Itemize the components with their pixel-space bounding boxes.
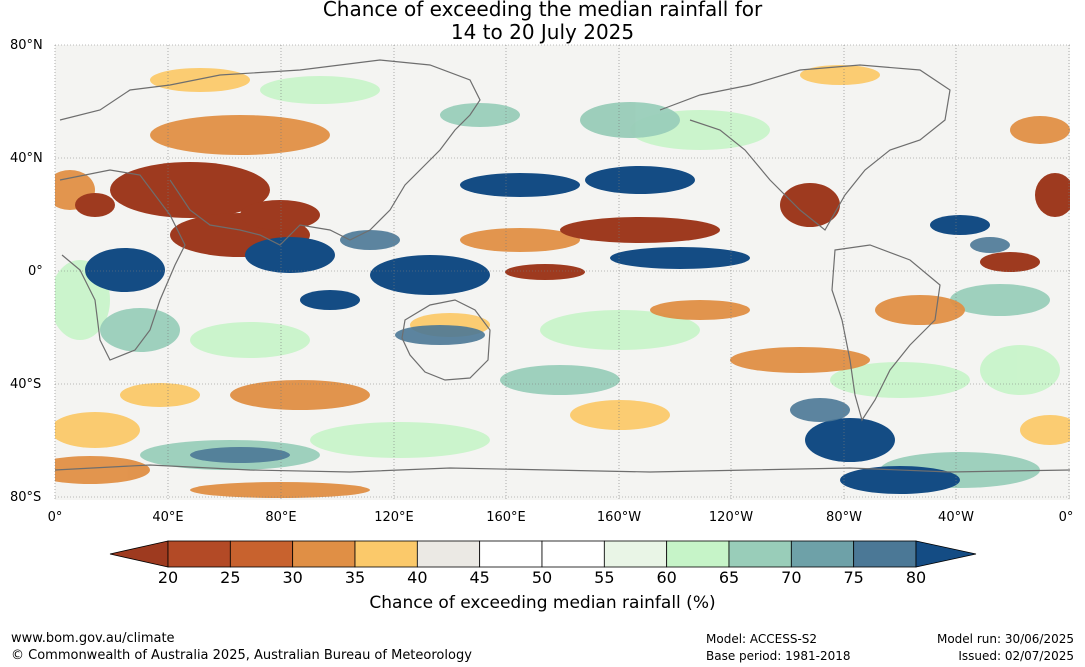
lon-label-80w: 80°W [826, 510, 862, 525]
colorbar-segment-65-70 [728, 540, 792, 568]
footer-url: www.bom.gov.au/climate [11, 631, 175, 646]
colorbar-segment-45-50 [479, 540, 543, 568]
lat-label-40s: 40°S [10, 377, 42, 392]
antarctica-coastline [55, 464, 1070, 473]
south-america-coastline [831, 244, 941, 422]
lat-label-40n: 40°N [10, 151, 43, 166]
lon-label-120w: 120°W [708, 510, 754, 525]
colorbar-tick-label: 75 [843, 568, 864, 587]
lon-label-40e: 40°E [152, 510, 184, 525]
lon-label-160e: 160°E [486, 510, 526, 525]
colorbar-segment-40-45 [416, 540, 481, 568]
colorbar-tick-label: 35 [344, 568, 366, 587]
footer-issued: Issued: 02/07/2025 [958, 649, 1074, 663]
north-america-coastline [659, 64, 951, 231]
probability-field [55, 65, 1070, 498]
map-title-line1: Chance of exceeding the median rainfall … [322, 0, 763, 21]
footer-model-run: Model run: 30/06/2025 [936, 632, 1074, 646]
lon-label-40w: 40°W [938, 510, 974, 525]
colorbar-tick-label: 70 [781, 568, 802, 587]
colorbar-tick-label: 50 [531, 568, 553, 587]
colorbar-segment-70-75 [790, 540, 855, 568]
colorbar-segment-30-35 [292, 540, 356, 568]
colorbar-segment-75-80 [853, 540, 917, 568]
colorbar-segment-25-30 [229, 540, 294, 568]
eurasia-coastline [59, 59, 481, 246]
colorbar-segment-55-60 [603, 540, 668, 568]
colorbar-tick-label: 55 [594, 568, 615, 587]
colorbar-segment-35-40 [354, 540, 418, 568]
prob-above-80-areas [85, 166, 990, 494]
lat-label-80n: 80°N [10, 38, 43, 53]
map-title-line2: 14 to 20 July 2025 [450, 20, 635, 44]
colorbar-tick-label: 20 [157, 568, 179, 587]
colorbar-extend-high [915, 540, 977, 568]
colorbar-segment-60-65 [666, 540, 730, 568]
colorbar-segment-50-55 [541, 540, 605, 568]
colorbar-tick-label: 40 [407, 568, 428, 587]
lon-label-0-left: 0° [47, 510, 63, 525]
prob-30-35-areas [55, 115, 1070, 498]
colorbar-label: Chance of exceeding median rainfall (%) [369, 593, 716, 613]
footer-copyright: © Commonwealth of Australia 2025, Austra… [11, 648, 472, 663]
colorbar-tick-label: 65 [718, 568, 740, 587]
colorbar-extend-low [109, 540, 169, 568]
lon-label-80e: 80°E [265, 510, 297, 525]
graticule [54, 44, 1070, 500]
lat-label-0: 0° [28, 264, 43, 279]
lon-label-0-right: 0° [1058, 510, 1074, 525]
colorbar-tick-label: 80 [905, 568, 927, 587]
lon-label-120e: 120°E [374, 510, 414, 525]
colorbar-tick-label: 25 [220, 568, 241, 587]
lon-label-160w: 160°W [596, 510, 642, 525]
prob-60-65-areas [55, 76, 1060, 458]
australia-coastline [401, 299, 491, 381]
footer-model: Model: ACCESS-S2 [706, 632, 818, 646]
africa-coastline [59, 169, 186, 361]
coastlines [55, 59, 1070, 473]
lat-label-80s: 80°S [10, 490, 42, 505]
colorbar-tick-label: 45 [469, 568, 490, 587]
footer-base-period: Base period: 1981-2018 [706, 649, 851, 663]
prob-75-80-areas [190, 230, 1010, 463]
colorbar-tick-label: 30 [282, 568, 303, 587]
colorbar-tick-label: 60 [656, 568, 677, 587]
colorbar-segment-20-25 [167, 540, 231, 568]
colorbar-segments [109, 540, 977, 568]
